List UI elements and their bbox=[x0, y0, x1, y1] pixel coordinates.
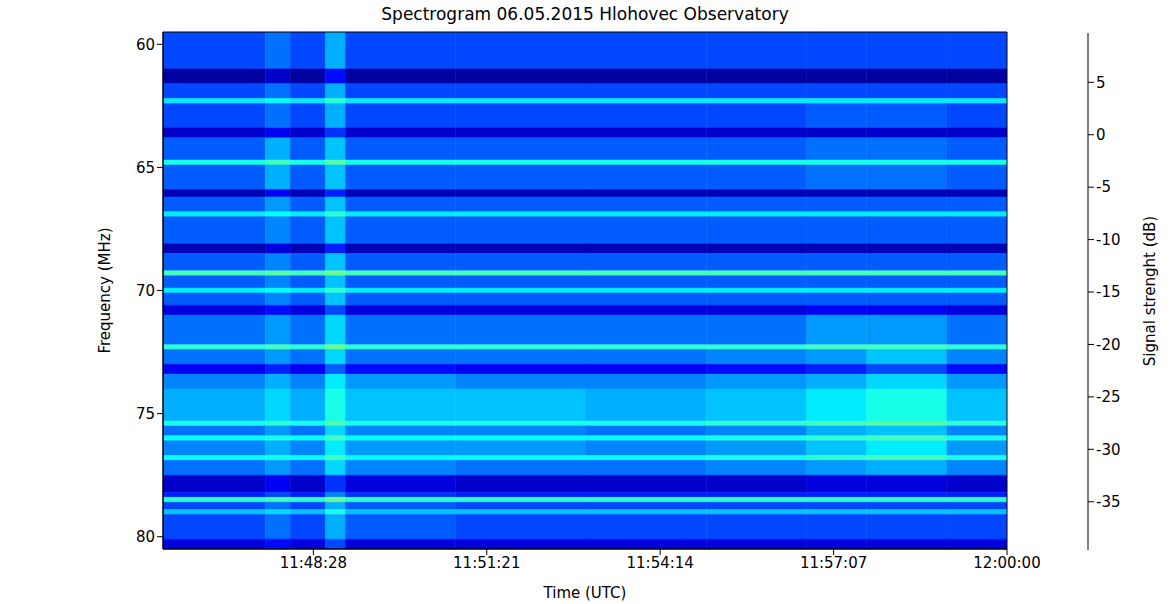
svg-text:-25: -25 bbox=[1096, 388, 1121, 406]
html-text:Spectrogram 06.05.2015 Hlohove: Spectrogram 06.05.2015 Hlohovec Observat… bbox=[381, 4, 789, 24]
svg-text:Time (UTC): Time (UTC) bbox=[543, 584, 627, 602]
svg-text:-10: -10 bbox=[1096, 231, 1121, 249]
svg-text:11:57:07: 11:57:07 bbox=[800, 554, 867, 572]
svg-text:11:51:21: 11:51:21 bbox=[453, 554, 520, 572]
svg-text:60: 60 bbox=[136, 36, 155, 54]
svg-text:80: 80 bbox=[136, 528, 155, 546]
svg-text:Frequency (MHz): Frequency (MHz) bbox=[96, 227, 114, 353]
svg-text:-5: -5 bbox=[1096, 178, 1111, 196]
svg-text:-15: -15 bbox=[1096, 283, 1121, 301]
svg-text:70: 70 bbox=[136, 282, 155, 300]
svg-text:-30: -30 bbox=[1096, 441, 1121, 459]
svg-text:12:00:00: 12:00:00 bbox=[973, 554, 1040, 572]
svg-text:-20: -20 bbox=[1096, 336, 1121, 354]
svg-text:11:54:14: 11:54:14 bbox=[626, 554, 693, 572]
svg-text:65: 65 bbox=[136, 159, 155, 177]
svg-text:75: 75 bbox=[136, 405, 155, 423]
svg-text:-35: -35 bbox=[1096, 493, 1121, 511]
svg-text:5: 5 bbox=[1096, 74, 1106, 92]
html-text:Signal strenght (dB): Signal strenght (dB) bbox=[1141, 215, 1159, 367]
svg-text:11:48:28: 11:48:28 bbox=[280, 554, 347, 572]
svg-text:0: 0 bbox=[1096, 126, 1106, 144]
